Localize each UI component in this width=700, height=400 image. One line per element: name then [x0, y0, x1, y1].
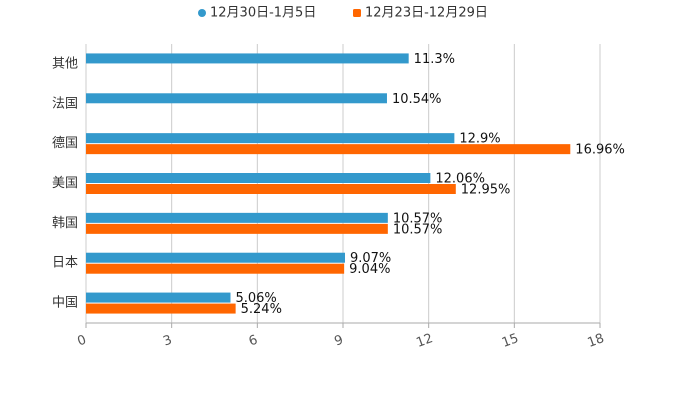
data-label: 12.95%: [461, 183, 511, 198]
bar-series-2: [86, 144, 571, 155]
x-tick-label: 12: [414, 331, 435, 351]
data-label: 9.07%: [350, 251, 391, 266]
data-label: 10.57%: [393, 222, 443, 237]
category-label: 日本: [52, 256, 78, 271]
bar-series-2: [86, 184, 456, 194]
category-label: 中国: [52, 296, 78, 311]
bar-series-1: [86, 133, 455, 144]
data-label: 16.96%: [575, 143, 625, 158]
x-tick-label: 3: [161, 333, 174, 350]
x-tick-label: 0: [76, 333, 89, 350]
bar-series-1: [86, 173, 431, 183]
bar-series-1: [86, 292, 231, 303]
data-label: 9.04%: [349, 262, 390, 277]
bar-series-2: [86, 303, 236, 314]
x-tick-label: 15: [500, 331, 521, 351]
bar-series-1: [86, 252, 345, 263]
data-label: 12.06%: [435, 172, 485, 187]
category-label: 其他: [52, 56, 78, 71]
bar-series-1: [86, 212, 388, 223]
data-label: 12.9%: [459, 132, 500, 147]
x-tick-label: 9: [333, 333, 346, 350]
category-label: 美国: [52, 176, 78, 191]
data-label: 10.54%: [392, 92, 442, 107]
category-label: 法国: [52, 96, 78, 111]
data-label: 10.57%: [393, 211, 443, 226]
x-tick-label: 18: [586, 331, 607, 351]
bar-series-2: [86, 263, 345, 274]
x-tick-label: 6: [247, 333, 260, 350]
category-label: 韩国: [52, 216, 78, 231]
data-label: 5.06%: [235, 291, 276, 306]
bar-series-1: [86, 93, 387, 104]
legend-marker-series-1: [198, 9, 206, 17]
legend-label: 12月23日-12月29日: [365, 6, 488, 21]
data-label: 11.3%: [414, 52, 455, 67]
bar-series-2: [86, 223, 388, 234]
data-label: 5.24%: [241, 302, 282, 317]
legend-marker-series-2: [353, 9, 361, 17]
legend-label: 12月30日-1月5日: [210, 6, 316, 21]
bar-series-1: [86, 53, 409, 64]
category-label: 德国: [52, 136, 78, 151]
